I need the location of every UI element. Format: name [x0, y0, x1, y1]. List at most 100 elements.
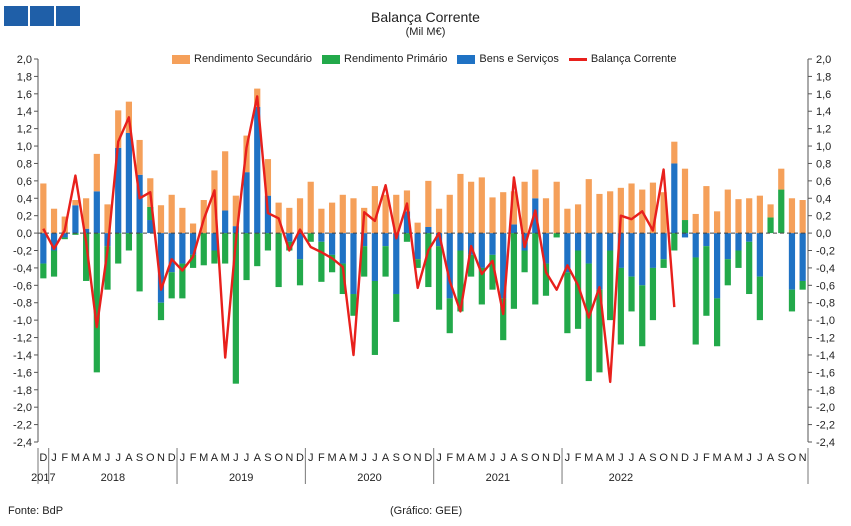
legend-swatch-secundario [172, 54, 190, 64]
x-tick-label: S [521, 452, 528, 464]
bar-rendimento-secund-rio [500, 192, 507, 234]
bar-bens-e-servi-os [478, 233, 485, 268]
x-tick-label: D [39, 452, 47, 464]
bar-rendimento-secund-rio [307, 181, 314, 234]
bar-bens-e-servi-os [328, 233, 336, 255]
x-tick-label: D [553, 452, 561, 464]
bar-rendimento-prim-rio [72, 233, 79, 235]
bar-bens-e-servi-os [510, 224, 518, 234]
bar-rendimento-prim-rio [435, 246, 443, 310]
y-tick-label-left: 0,4 [17, 193, 32, 205]
x-tick-label: N [799, 452, 807, 464]
y-tick-label-right: 1,8 [816, 71, 831, 83]
bar-bens-e-servi-os [660, 233, 667, 260]
bar-bens-e-servi-os [735, 233, 742, 251]
bar-rendimento-secund-rio [168, 194, 175, 234]
bar-rendimento-prim-rio [767, 217, 774, 234]
bar-rendimento-prim-rio [361, 246, 368, 277]
bar-rendimento-prim-rio [264, 233, 272, 251]
x-tick-label: F [575, 452, 582, 464]
balanca-corrente-line [42, 95, 676, 384]
legend-swatch-balanca [568, 57, 587, 61]
x-tick-label: J [244, 452, 250, 464]
bar-rendimento-prim-rio [243, 233, 250, 281]
y-tick-label-left: -0,8 [13, 298, 32, 310]
bar-rendimento-secund-rio [189, 223, 197, 234]
x-tick-label: J [308, 452, 314, 464]
logo-square [4, 6, 28, 26]
bar-rendimento-prim-rio [222, 233, 229, 264]
x-tick-label: M [328, 452, 337, 464]
bar-rendimento-prim-rio [649, 267, 657, 321]
y-tick-label-left: -1,0 [13, 315, 32, 327]
y-tick-label-right: -1,6 [816, 367, 835, 379]
bar-bens-e-servi-os [222, 210, 229, 234]
bar-rendimento-prim-rio [414, 259, 421, 268]
bar-rendimento-secund-rio [542, 198, 550, 234]
x-tick-label: A [724, 452, 732, 464]
y-tick-label-left: -0,2 [13, 246, 32, 258]
bar-bens-e-servi-os [40, 233, 47, 264]
x-tick-label: M [199, 452, 208, 464]
x-tick-label: D [424, 452, 432, 464]
y-tick-label-right: -1,4 [816, 350, 835, 362]
x-tick-label: J [500, 452, 506, 464]
y-tick-label-right: -0,4 [816, 263, 835, 275]
bar-rendimento-secund-rio [468, 181, 475, 234]
y-tick-label-left: 0,2 [17, 211, 32, 223]
x-tick-label: S [136, 452, 143, 464]
bar-bens-e-servi-os [596, 233, 603, 290]
x-tick-label: J [565, 452, 571, 464]
bar-bens-e-servi-os [446, 233, 453, 299]
y-tick-label-left: -1,2 [13, 333, 32, 345]
bar-rendimento-prim-rio [93, 233, 100, 373]
y-tick-label-left: -0,6 [13, 280, 32, 292]
bar-bens-e-servi-os [147, 220, 154, 234]
x-tick-label: A [254, 452, 262, 464]
bar-rendimento-prim-rio [425, 233, 432, 288]
x-tick-label: J [115, 452, 121, 464]
bar-rendimento-secund-rio [767, 204, 774, 218]
x-tick-label: M [477, 452, 486, 464]
y-tick-label-right: 0,0 [816, 228, 831, 240]
y-tick-label-left: -1,4 [13, 350, 32, 362]
bar-rendimento-secund-rio [83, 198, 90, 229]
bar-rendimento-secund-rio [232, 195, 239, 227]
bar-rendimento-secund-rio [72, 200, 79, 206]
bar-rendimento-prim-rio [232, 233, 239, 384]
bar-rendimento-prim-rio [168, 272, 175, 299]
bar-rendimento-prim-rio [307, 233, 314, 242]
x-tick-label: N [285, 452, 293, 464]
x-tick-label: S [778, 452, 785, 464]
year-label: 2018 [101, 472, 125, 484]
y-tick-label-left: -1,8 [13, 385, 32, 397]
bar-rendimento-prim-rio [596, 289, 603, 373]
bar-rendimento-prim-rio [61, 237, 68, 240]
bar-rendimento-secund-rio [628, 183, 635, 234]
bar-rendimento-secund-rio [222, 151, 229, 211]
bar-rendimento-secund-rio [350, 198, 357, 234]
bar-rendimento-secund-rio [521, 181, 528, 234]
x-tick-label: J [105, 452, 111, 464]
y-tick-label-left: 2,0 [17, 54, 32, 66]
y-tick-label-right: -2,0 [816, 402, 835, 414]
bar-bens-e-servi-os [50, 233, 58, 251]
bar-rendimento-prim-rio [617, 267, 624, 345]
bar-rendimento-prim-rio [115, 233, 122, 264]
bar-bens-e-servi-os [457, 233, 464, 251]
bar-rendimento-prim-rio [713, 298, 721, 347]
y-tick-label-left: -2,0 [13, 402, 32, 414]
x-tick-label: F [703, 452, 710, 464]
bar-rendimento-secund-rio [328, 202, 336, 234]
y-tick-label-right: -1,0 [816, 315, 835, 327]
bar-rendimento-prim-rio [275, 233, 282, 288]
bar-rendimento-secund-rio [179, 207, 186, 234]
y-tick-label-right: -2,2 [816, 420, 835, 432]
bar-bens-e-servi-os [746, 233, 753, 242]
bar-rendimento-prim-rio [328, 254, 336, 273]
bar-rendimento-prim-rio [457, 250, 464, 312]
x-tick-label: J [746, 452, 752, 464]
bar-bens-e-servi-os [692, 233, 699, 258]
x-tick-label: A [339, 452, 347, 464]
bar-bens-e-servi-os [649, 233, 657, 268]
